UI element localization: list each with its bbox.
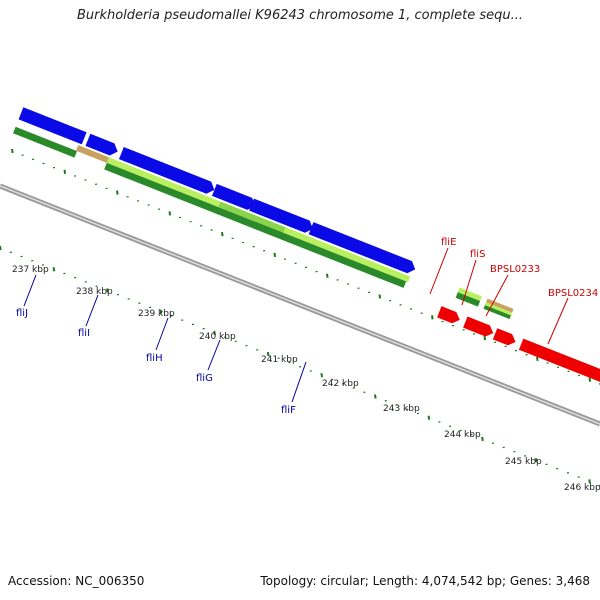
kbp-tick-label: 240 kbp <box>199 332 236 342</box>
ruler-major-tick <box>11 148 14 154</box>
ruler-major-tick <box>213 330 216 336</box>
ruler-major-tick <box>481 436 484 442</box>
kbp-tick-label: 245 kbp <box>505 457 542 467</box>
gene-block[interactable] <box>457 287 482 302</box>
kbp-labels: 237 kbp 238 kbp 239 kbp 240 kbp 241 kbp 242 k… <box>12 265 600 493</box>
gene-row-blue-left <box>18 107 418 275</box>
gene-label-minus[interactable]: fliG <box>196 373 213 384</box>
ruler-major-tick <box>52 267 56 272</box>
ruler-major-tick <box>116 190 119 195</box>
ruler-major-tick <box>534 457 538 463</box>
kbp-tick-label: 243 kbp <box>383 404 420 414</box>
kbp-tick-label: 238 kbp <box>76 287 113 297</box>
backbone <box>0 183 600 427</box>
gene-row-light-green <box>76 145 411 283</box>
accession-label: Accession: NC_006350 <box>8 574 145 588</box>
gene-block[interactable] <box>283 227 411 283</box>
gene-block[interactable] <box>106 157 221 208</box>
gene-label-minus[interactable]: fliI <box>78 328 90 339</box>
gene-block[interactable] <box>76 145 109 163</box>
gene-label-plus[interactable]: fliE <box>441 237 456 248</box>
ruler-major-tick <box>588 479 591 484</box>
gene-block[interactable] <box>249 198 315 235</box>
outer-ruler <box>11 148 600 385</box>
ruler-major-tick <box>273 252 277 258</box>
gene-block[interactable] <box>104 162 407 288</box>
ruler-major-tick <box>320 373 324 378</box>
ruler-major-tick <box>431 315 434 320</box>
gene-label-minus[interactable]: fliF <box>281 405 296 416</box>
kbp-tick-label: 239 kbp <box>138 309 175 319</box>
ruler-major-tick <box>168 211 172 216</box>
kbp-tick-label: 242 kbp <box>322 379 359 389</box>
map-title: Burkholderia pseudomallei K96243 chromos… <box>76 8 524 23</box>
ruler-major-tick <box>106 288 109 293</box>
ruler-major-tick <box>588 377 592 382</box>
ruler-major-tick <box>0 245 2 251</box>
ruler-major-tick <box>63 169 67 174</box>
gene-block[interactable] <box>18 107 87 145</box>
gene-block[interactable] <box>437 306 462 325</box>
gene-row-plus-right <box>437 287 600 385</box>
gene-block[interactable] <box>118 147 217 196</box>
kbp-tick-label: 246 kbp <box>564 483 600 493</box>
gene-block[interactable] <box>218 201 286 233</box>
ruler-major-tick <box>221 232 224 237</box>
kbp-tick-label: 237 kbp <box>12 265 49 275</box>
gene-block[interactable] <box>308 222 418 275</box>
gene-label-minus[interactable]: fliH <box>146 353 163 364</box>
ruler-major-tick <box>536 356 539 362</box>
gene-block[interactable] <box>85 133 121 158</box>
ruler-major-tick <box>159 309 163 314</box>
gene-block[interactable] <box>13 126 77 158</box>
leader-lines <box>23 247 569 403</box>
gene-block[interactable] <box>455 292 481 307</box>
ruler-major-tick <box>266 351 270 357</box>
gene-label-plus[interactable]: fliS <box>470 249 485 260</box>
gene-row-dark-green <box>13 126 407 288</box>
ruler-major-tick <box>326 273 329 278</box>
gene-label-plus[interactable]: BPSL0234 <box>548 288 598 299</box>
ruler-major-tick <box>378 294 382 299</box>
ruler-major-tick <box>483 335 487 341</box>
gene-label-minus[interactable]: fliJ <box>16 308 28 319</box>
gene-label-plus[interactable]: BPSL0233 <box>490 264 540 275</box>
kbp-tick-label: 244 kbp <box>444 430 481 440</box>
inner-ruler <box>0 245 600 487</box>
gene-labels: fliJ fliI fliH fliG fliF fliE fliS BPSL0… <box>16 237 598 416</box>
genome-stats: Topology: circular; Length: 4,074,542 bp… <box>260 574 590 588</box>
gene-block[interactable] <box>518 338 600 385</box>
gene-block[interactable] <box>211 183 258 212</box>
ruler-major-tick <box>374 394 377 399</box>
kbp-tick-label: 241 kbp <box>261 355 298 365</box>
gene-block[interactable] <box>463 316 495 338</box>
ruler-major-tick <box>427 415 431 420</box>
gene-block[interactable] <box>492 328 518 347</box>
